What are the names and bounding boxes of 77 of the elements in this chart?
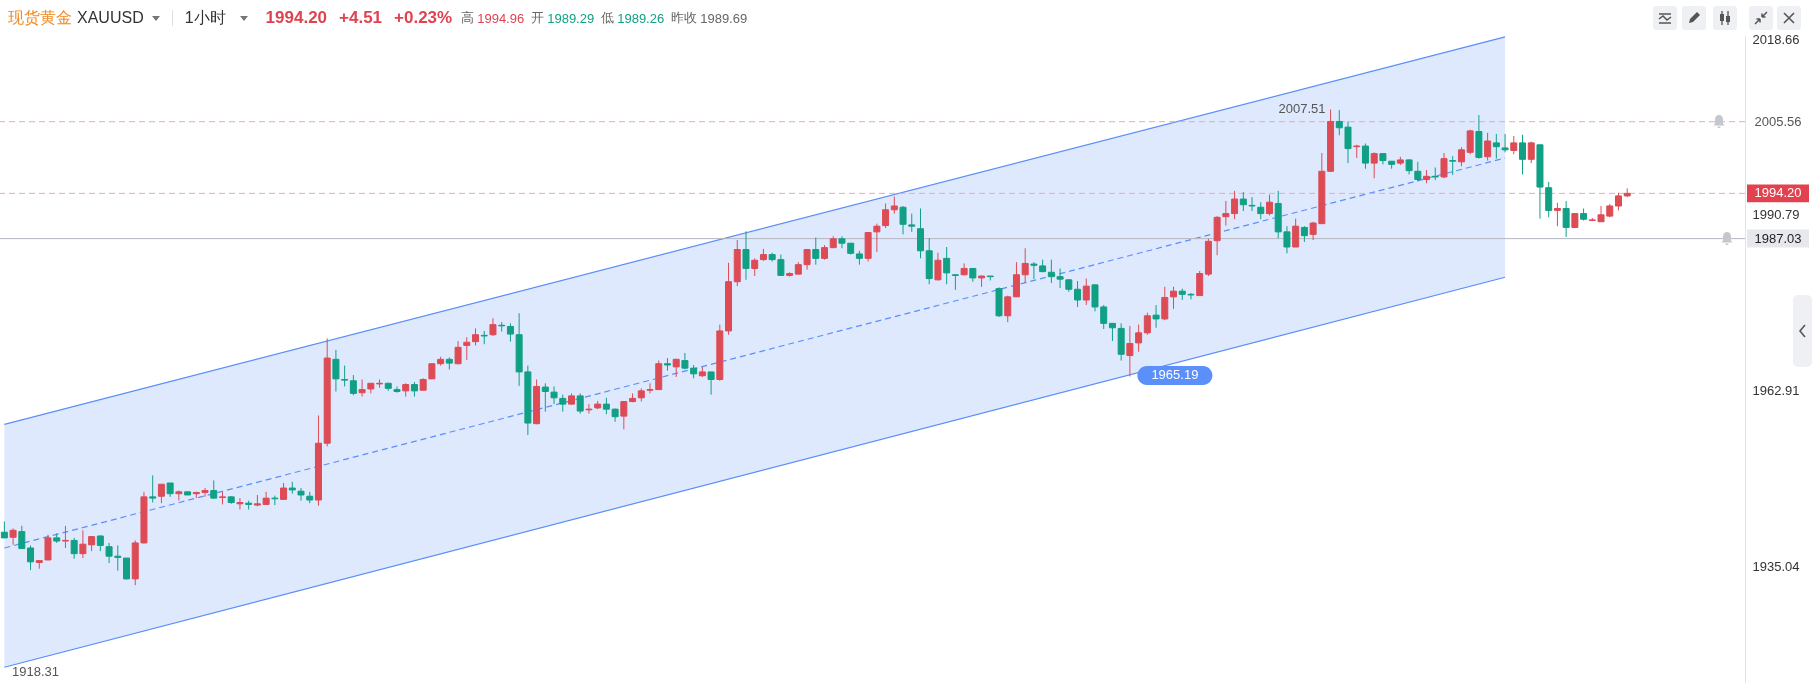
candlestick [934,252,942,281]
candlestick [1414,161,1422,182]
text: 昨收 [671,9,698,27]
candlestick [943,246,951,285]
candlestick [1152,304,1160,329]
candlestick [1501,133,1509,153]
candlestick [916,208,924,259]
candlestick [1196,270,1204,297]
candlestick [27,544,35,571]
candlestick [576,392,584,415]
candlestick [18,525,26,550]
y-tick-label: 2018.66 [1752,31,1800,47]
candlestick [1265,194,1273,216]
candlestick [1519,134,1527,175]
candlestick [1361,143,1369,170]
candlestick [1553,202,1561,227]
ref-line-label: 1987.03 [1754,230,1802,246]
text: +0.23% [394,8,453,28]
candlestick [1492,133,1500,160]
annotation: 1918.31 [12,664,59,679]
text: 低 [601,9,615,27]
y-tick-label: 1962.91 [1752,383,1800,399]
candlestick [707,371,715,396]
text: 1994.96 [477,10,525,26]
candlestick [1239,191,1247,212]
text: 1989.69 [700,10,748,26]
y-tick-label: 1990.79 [1752,207,1800,223]
candlestick [1082,278,1090,306]
candlestick [157,483,165,504]
text: +4.51 [339,8,383,28]
candlestick [1213,215,1221,256]
candlestick [1012,261,1020,298]
candlestick [9,527,17,546]
candlestick [1510,135,1518,155]
candlestick [1457,146,1465,167]
annotation: 1965.19 [1151,367,1199,383]
candlestick [1021,247,1029,284]
candlestick [463,336,471,361]
text: 高 [461,9,475,27]
text: 1989.29 [547,10,595,26]
ref-line-label: 2005.56 [1754,113,1802,129]
candlestick [1440,152,1448,179]
candlestick [1466,129,1474,155]
text: 开 [531,9,545,27]
candlestick [393,385,401,394]
candlestick [70,537,78,560]
candlestick [812,237,820,266]
candlestick [123,557,131,581]
y-tick-label: 1935.04 [1752,559,1800,575]
ref-line-label: 1994.20 [1754,185,1802,201]
candlestick [1484,132,1492,162]
candlestick [175,490,183,502]
chart-title: 现货黄金 [8,7,72,28]
candlestick [1143,312,1151,336]
text: 1994.20 [265,8,328,28]
candlestick [149,474,157,504]
candlestick [620,400,628,430]
candlestick [1074,280,1082,308]
candlestick [349,374,357,396]
annotation: 2007.51 [1278,101,1326,117]
candlestick [1292,218,1300,248]
candlestick [1004,295,1012,323]
candlestick [1248,196,1256,212]
candlestick [61,525,69,549]
candlestick [210,479,218,500]
candlestick [236,497,244,510]
chart-subtitle: XAUUSD [77,9,144,27]
candlestick [1370,151,1378,179]
text: 1小时 [184,7,226,28]
candlestick [882,202,890,229]
candlestick [1449,155,1457,176]
candlestick [1161,286,1169,321]
candlestick [742,230,750,281]
candlestick [1170,286,1178,310]
candlestick [297,487,305,502]
text: 1989.26 [617,10,665,26]
candlestick [1562,200,1570,238]
